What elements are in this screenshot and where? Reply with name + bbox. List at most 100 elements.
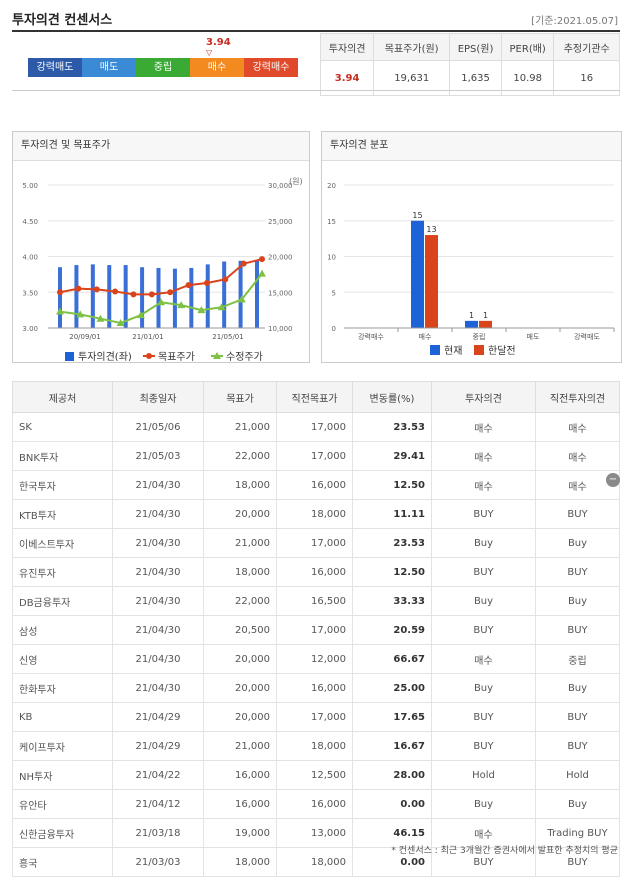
cell-broker: 신영 [12, 644, 113, 674]
cell-prev-target: 17,000 [276, 528, 353, 558]
chart-legend: 투자의견(좌) 목표주가 수정주가 [65, 351, 263, 361]
scale-sell: 매도 [82, 58, 136, 77]
col-change: 변동률(%) [352, 381, 432, 413]
cell-date: 21/05/03 [112, 441, 204, 471]
table-row: 유진투자 21/04/30 18,000 16,000 12.50 BUY BUY [12, 557, 620, 587]
cell-broker: 삼성 [12, 615, 113, 645]
section-divider [12, 90, 620, 91]
cell-prev-opinion: Buy [535, 789, 620, 819]
cell-opinion: 매수 [431, 470, 536, 500]
cell-prev-target: 17,000 [276, 702, 353, 732]
cell-change: 11.11 [352, 499, 432, 529]
target-price-point [167, 289, 174, 296]
table-row: DB금융투자 21/04/30 22,000 16,500 33.33 Buy Buy [12, 586, 620, 616]
cell-prev-target: 16,000 [276, 789, 353, 819]
cell-change: 12.50 [352, 470, 432, 500]
cell-opinion: Buy [431, 789, 536, 819]
distribution-bar [411, 220, 424, 328]
cell-prev-opinion: 매수 [535, 412, 620, 442]
cell-change: 23.53 [352, 412, 432, 442]
y-left-tick: 4.00 [22, 254, 38, 262]
legend-month-ago: 한달전 [488, 345, 516, 357]
cell-date: 21/04/29 [112, 702, 204, 732]
cell-opinion: 매수 [431, 412, 536, 442]
opinion-bar [255, 260, 259, 328]
x-tick: 중립 [473, 333, 486, 341]
cell-prev-target: 12,000 [276, 644, 353, 674]
cell-change: 25.00 [352, 673, 432, 703]
cell-broker: 신한금융투자 [12, 818, 113, 848]
y-tick: 0 [332, 325, 336, 333]
scale-strong-sell: 강력매도 [28, 58, 82, 77]
y-tick: 10 [327, 254, 336, 262]
cell-prev-target: 16,500 [276, 586, 353, 616]
opinion-bar [140, 267, 145, 328]
y-left-tick: 4.50 [22, 218, 38, 226]
y-left-tick: 5.00 [22, 182, 38, 190]
cell-opinion: 매수 [431, 644, 536, 674]
cell-target: 20,000 [203, 499, 277, 529]
cell-prev-target: 18,000 [276, 731, 353, 761]
table-row: NH투자 21/04/22 16,000 12,500 28.00 Hold Hold [12, 760, 620, 790]
legend-price: 수정주가 [226, 351, 263, 361]
basis-date: [기준:2021.05.07] [531, 16, 618, 27]
cell-prev-opinion: Buy [535, 528, 620, 558]
cell-broker: 흥국 [12, 847, 113, 877]
table-row: 한국투자 21/04/30 18,000 16,000 12.50 매수 매수 [12, 470, 620, 500]
price-point [237, 295, 246, 303]
opinion-target-chart: 5.00 30,000 4.50 25,000 4.00 20,000 3.50 15,000… [22, 177, 303, 361]
summary-header: EPS(원) [449, 33, 502, 61]
col-opinion: 투자의견 [431, 381, 536, 413]
cell-prev-target: 17,000 [276, 441, 353, 471]
cell-date: 21/03/03 [112, 847, 204, 877]
cell-target: 18,000 [203, 847, 277, 877]
cell-prev-opinion: 매수 [535, 441, 620, 471]
target-price-point [112, 288, 119, 295]
table-header-row: 제공처 최종일자 목표가 직전목표가 변동률(%) 투자의견 직전투자의견 [12, 381, 620, 413]
target-price-point [75, 285, 82, 292]
cell-broker: 이베스트투자 [12, 528, 113, 558]
legend-target: 목표주가 [158, 351, 195, 361]
cell-change: 20.59 [352, 615, 432, 645]
cell-broker: 한화투자 [12, 673, 113, 703]
cell-date: 21/05/06 [112, 412, 204, 442]
collapse-icon[interactable]: − [606, 473, 620, 487]
x-tick: 매수 [419, 333, 432, 341]
opinion-bar [238, 260, 243, 328]
cell-target: 18,000 [203, 557, 277, 587]
legend-target-swatch [143, 353, 155, 359]
summary-header: 추정기관수 [553, 33, 620, 61]
cell-change: 46.15 [352, 818, 432, 848]
cell-broker: NH투자 [12, 760, 113, 790]
scale-marker-icon: ▽ [206, 48, 213, 57]
cell-date: 21/04/29 [112, 731, 204, 761]
price-point [56, 307, 64, 315]
table-row: 이베스트투자 21/04/30 21,000 17,000 23.53 Buy Buy [12, 528, 620, 558]
opinion-bar [123, 265, 128, 328]
cell-broker: 케이프투자 [12, 731, 113, 761]
opinion-bar [156, 267, 161, 328]
cell-broker: KB [12, 702, 113, 732]
cell-broker: BNK투자 [12, 441, 113, 471]
y-right-tick: 25,000 [268, 218, 293, 226]
cell-prev-target: 18,000 [276, 499, 353, 529]
cell-change: 0.00 [352, 789, 432, 819]
cell-prev-target: 17,000 [276, 412, 353, 442]
price-point [136, 311, 145, 319]
target-price-point [259, 256, 265, 263]
scale-score: 3.94 [206, 37, 231, 48]
distribution-bar [465, 320, 478, 328]
opinion-bar [58, 267, 62, 328]
table-row: 삼성 21/04/30 20,500 17,000 20.59 BUY BUY [12, 615, 620, 645]
y-left-tick: 3.50 [22, 289, 38, 297]
cell-target: 21,000 [203, 528, 277, 558]
price-point [217, 303, 226, 311]
cell-prev-opinion: BUY [535, 615, 620, 645]
cell-opinion: 매수 [431, 441, 536, 471]
panel-title: 투자의견 및 목표주가 [13, 132, 309, 161]
target-price-point [57, 289, 63, 296]
x-tick: 매도 [527, 333, 540, 341]
cell-date: 21/04/30 [112, 586, 204, 616]
cell-opinion: Buy [431, 673, 536, 703]
cell-change: 29.41 [352, 441, 432, 471]
